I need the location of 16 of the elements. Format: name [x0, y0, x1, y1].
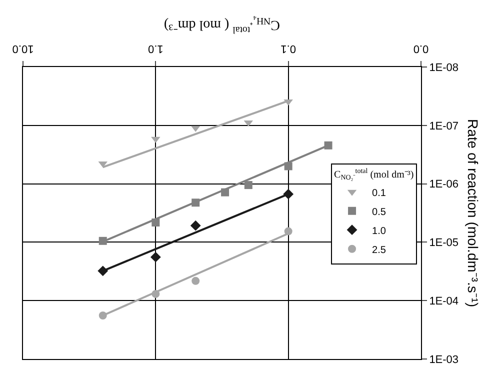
y-tick-label: 1E-08	[429, 62, 459, 74]
legend-title: C$_{NO₂⁻}$$^{total}$ (mol dm⁻³)	[334, 167, 414, 182]
legend-label: 0.5	[372, 206, 386, 218]
x-tick-label: 1.0	[148, 42, 164, 55]
y-tick-label: 1E-07	[429, 120, 459, 132]
x-tick-label: 0.1	[280, 42, 296, 55]
legend-label: 1.0	[372, 226, 386, 237]
legend-label: 0.1	[372, 188, 386, 199]
y-tick-label: 1E-04	[429, 295, 459, 308]
y-tick-label: 1E-05	[429, 237, 459, 250]
x-tick-label: 0.0	[413, 42, 429, 55]
y-axis-title: Rate of reaction (mol.dm⁻³.s⁻¹)	[465, 119, 481, 308]
y-tick-label: 1E-06	[429, 178, 459, 191]
y-tick-label: 1E-03	[429, 354, 459, 366]
legend-label: 2.5	[372, 244, 386, 256]
x-tick-label: 10.0	[12, 42, 34, 55]
